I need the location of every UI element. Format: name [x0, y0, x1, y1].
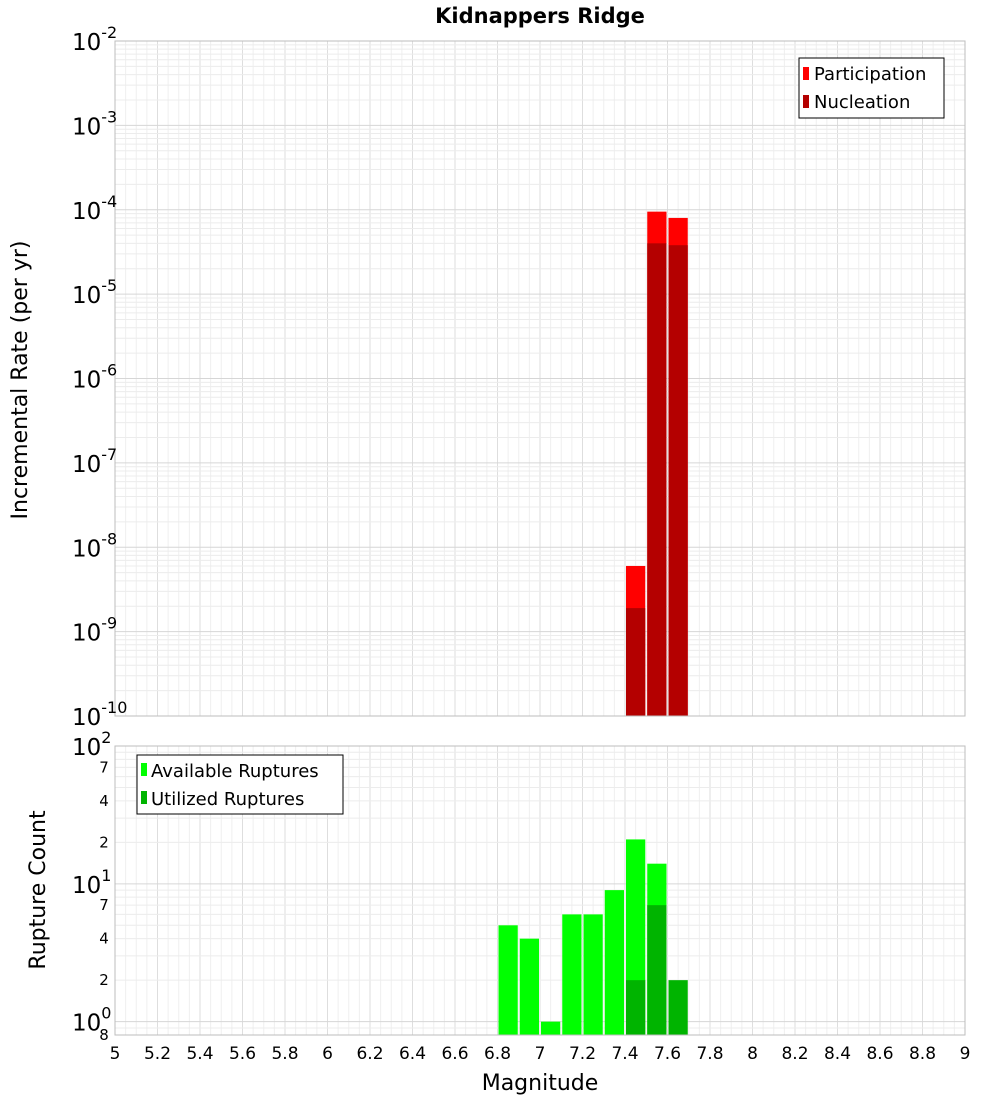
bottom-bar-available-ruptures [583, 914, 603, 1035]
bottom-y-axis-label: Rupture Count [26, 810, 51, 970]
bottom-bar-available-ruptures [562, 914, 582, 1035]
top-y-decade-label: 10-2 [72, 23, 117, 56]
legend-label-available: Available Ruptures [151, 761, 319, 782]
bottom-bar-utilized-ruptures [626, 980, 646, 1035]
top-legend: Participation Nucleation [798, 57, 945, 119]
x-tick-label: 7.2 [569, 1044, 596, 1064]
x-tick-label: 8.4 [824, 1044, 851, 1064]
top-y-decade-label: 10-5 [72, 276, 117, 309]
x-tick-label: 7.8 [696, 1044, 723, 1064]
x-tick-label: 8.2 [781, 1044, 808, 1064]
x-tick-label: 6 [322, 1044, 333, 1064]
top-y-decade-label: 10-6 [72, 361, 117, 394]
top-grid [114, 41, 966, 717]
top-y-decade-label: 10-3 [72, 107, 117, 140]
x-tick-labels: 5 5.2 5.4 5.6 5.8 6 6.2 6.4 6.6 6.8 7 7.2 7.4 7.6 7.8 8… [110, 1044, 971, 1064]
top-y-decade-label: 10-10 [72, 698, 127, 731]
x-axis-label: Magnitude [482, 1071, 599, 1096]
x-tick-label: 5 [110, 1044, 121, 1064]
x-tick-label: 6.2 [356, 1044, 383, 1064]
bottom-y-tick-labels: 102 101 100 7 4 2 7 4 2 8 [72, 728, 111, 1044]
top-legend-box [798, 57, 945, 119]
legend-swatch-available [141, 763, 147, 776]
bottom-y-minor-label: 8 [99, 1026, 109, 1044]
x-tick-label: 7.4 [611, 1044, 638, 1064]
bottom-bar-available-ruptures [541, 1021, 561, 1035]
x-tick-label: 7.6 [654, 1044, 681, 1064]
legend-label-nucleation: Nucleation [814, 92, 910, 113]
x-tick-label: 7 [535, 1044, 546, 1064]
top-bars [626, 211, 688, 717]
top-bar-nucleation [668, 245, 688, 717]
bottom-grid [114, 746, 966, 1036]
top-y-decade-label: 10-9 [72, 614, 117, 647]
top-y-tick-labels: 10-2 10-3 10-4 10-5 10-6 10-7 10-8 10-9 10-10 [72, 23, 127, 731]
bottom-y-decade-label: 102 [72, 728, 111, 761]
x-tick-label: 6.6 [441, 1044, 468, 1064]
bottom-plot-frame [114, 745, 966, 1036]
x-tick-label: 9 [960, 1044, 971, 1064]
x-tick-label: 5.8 [271, 1044, 298, 1064]
top-y-decade-label: 10-4 [72, 192, 117, 225]
top-y-axis-label: Incremental Rate (per yr) [8, 241, 33, 520]
top-bar-nucleation [647, 243, 667, 717]
bottom-y-minor-label: 2 [99, 833, 109, 851]
bottom-legend: Available Ruptures Utilized Ruptures [136, 754, 344, 815]
bottom-bars [498, 839, 688, 1035]
x-tick-label: 8.8 [909, 1044, 936, 1064]
x-tick-label: 5.4 [186, 1044, 213, 1064]
bottom-y-minor-label: 4 [99, 930, 109, 948]
bottom-y-minor-label: 2 [99, 971, 109, 989]
x-tick-label: 5.2 [144, 1044, 171, 1064]
x-tick-label: 6.8 [484, 1044, 511, 1064]
chart-title: Kidnappers Ridge [435, 4, 645, 28]
legend-label-utilized: Utilized Ruptures [151, 789, 304, 810]
bottom-bar-available-ruptures [604, 890, 624, 1035]
bottom-legend-box [136, 754, 344, 815]
bottom-y-minor-label: 7 [99, 758, 109, 776]
bottom-bar-utilized-ruptures [668, 980, 688, 1035]
bottom-bar-available-ruptures [519, 938, 539, 1035]
x-tick-label: 8.6 [866, 1044, 893, 1064]
x-tick-label: 5.6 [229, 1044, 256, 1064]
top-bar-nucleation [626, 608, 646, 716]
bottom-y-decade-label: 100 [72, 1004, 111, 1037]
bottom-y-minor-label: 4 [99, 792, 109, 810]
legend-swatch-utilized [141, 791, 147, 804]
legend-swatch-nucleation [803, 95, 809, 108]
legend-swatch-participation [803, 67, 809, 80]
x-tick-label: 6.4 [399, 1044, 426, 1064]
bottom-y-minor-label: 7 [99, 896, 109, 914]
top-y-decade-label: 10-8 [72, 529, 117, 562]
bottom-y-decade-label: 101 [72, 866, 111, 899]
legend-label-participation: Participation [814, 64, 926, 85]
top-plot-frame [114, 40, 966, 717]
bottom-bar-utilized-ruptures [647, 905, 667, 1035]
x-tick-label: 8 [747, 1044, 758, 1064]
bottom-bar-available-ruptures [498, 925, 518, 1035]
top-y-decade-label: 10-7 [72, 445, 117, 478]
